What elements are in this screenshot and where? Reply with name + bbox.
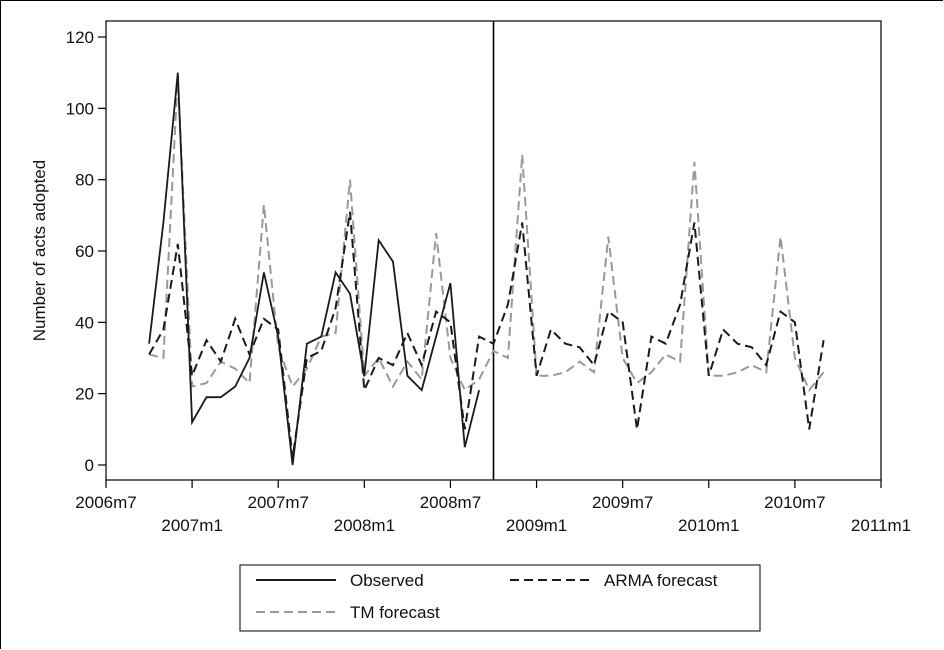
y-axis: 0 20 40 60 80 100 120 bbox=[66, 28, 106, 475]
legend: Observed ARMA forecast TM forecast bbox=[239, 564, 761, 632]
series-line-arma-forecast bbox=[148, 211, 825, 459]
x-tick-label: 2011m1 bbox=[851, 516, 911, 535]
y-tick-label: 80 bbox=[75, 171, 94, 190]
y-tick-label: 40 bbox=[75, 313, 94, 332]
series-layer bbox=[148, 72, 825, 466]
x-tick-label: 2009m7 bbox=[592, 493, 653, 512]
legend-label: Observed bbox=[350, 571, 424, 590]
y-tick-label: 20 bbox=[75, 385, 94, 404]
x-tick-label: 2006m7 bbox=[75, 493, 136, 512]
x-axis: 2006m7 2007m7 2008m7 2009m7 2010m7 2007m1 2008… bbox=[75, 480, 911, 535]
series-line-tm-forecast bbox=[148, 76, 825, 392]
series-line-observed bbox=[148, 72, 480, 466]
legend-box bbox=[239, 564, 761, 632]
legend-label: TM forecast bbox=[350, 603, 440, 622]
y-tick-label: 60 bbox=[75, 242, 94, 261]
legend-label: ARMA forecast bbox=[604, 571, 718, 590]
x-tick-label: 2007m7 bbox=[248, 493, 309, 512]
y-tick-label: 120 bbox=[66, 28, 94, 47]
y-tick-label: 0 bbox=[85, 456, 94, 475]
x-tick-label: 2008m1 bbox=[334, 516, 395, 535]
x-tick-label: 2007m1 bbox=[161, 516, 222, 535]
x-tick-label: 2008m7 bbox=[420, 493, 481, 512]
x-tick-label: 2010m7 bbox=[764, 493, 825, 512]
y-tick-label: 100 bbox=[66, 99, 94, 118]
x-tick-label: 2010m1 bbox=[678, 516, 739, 535]
y-axis-title: Number of acts adopted bbox=[30, 160, 49, 341]
x-tick-label: 2009m1 bbox=[506, 516, 567, 535]
